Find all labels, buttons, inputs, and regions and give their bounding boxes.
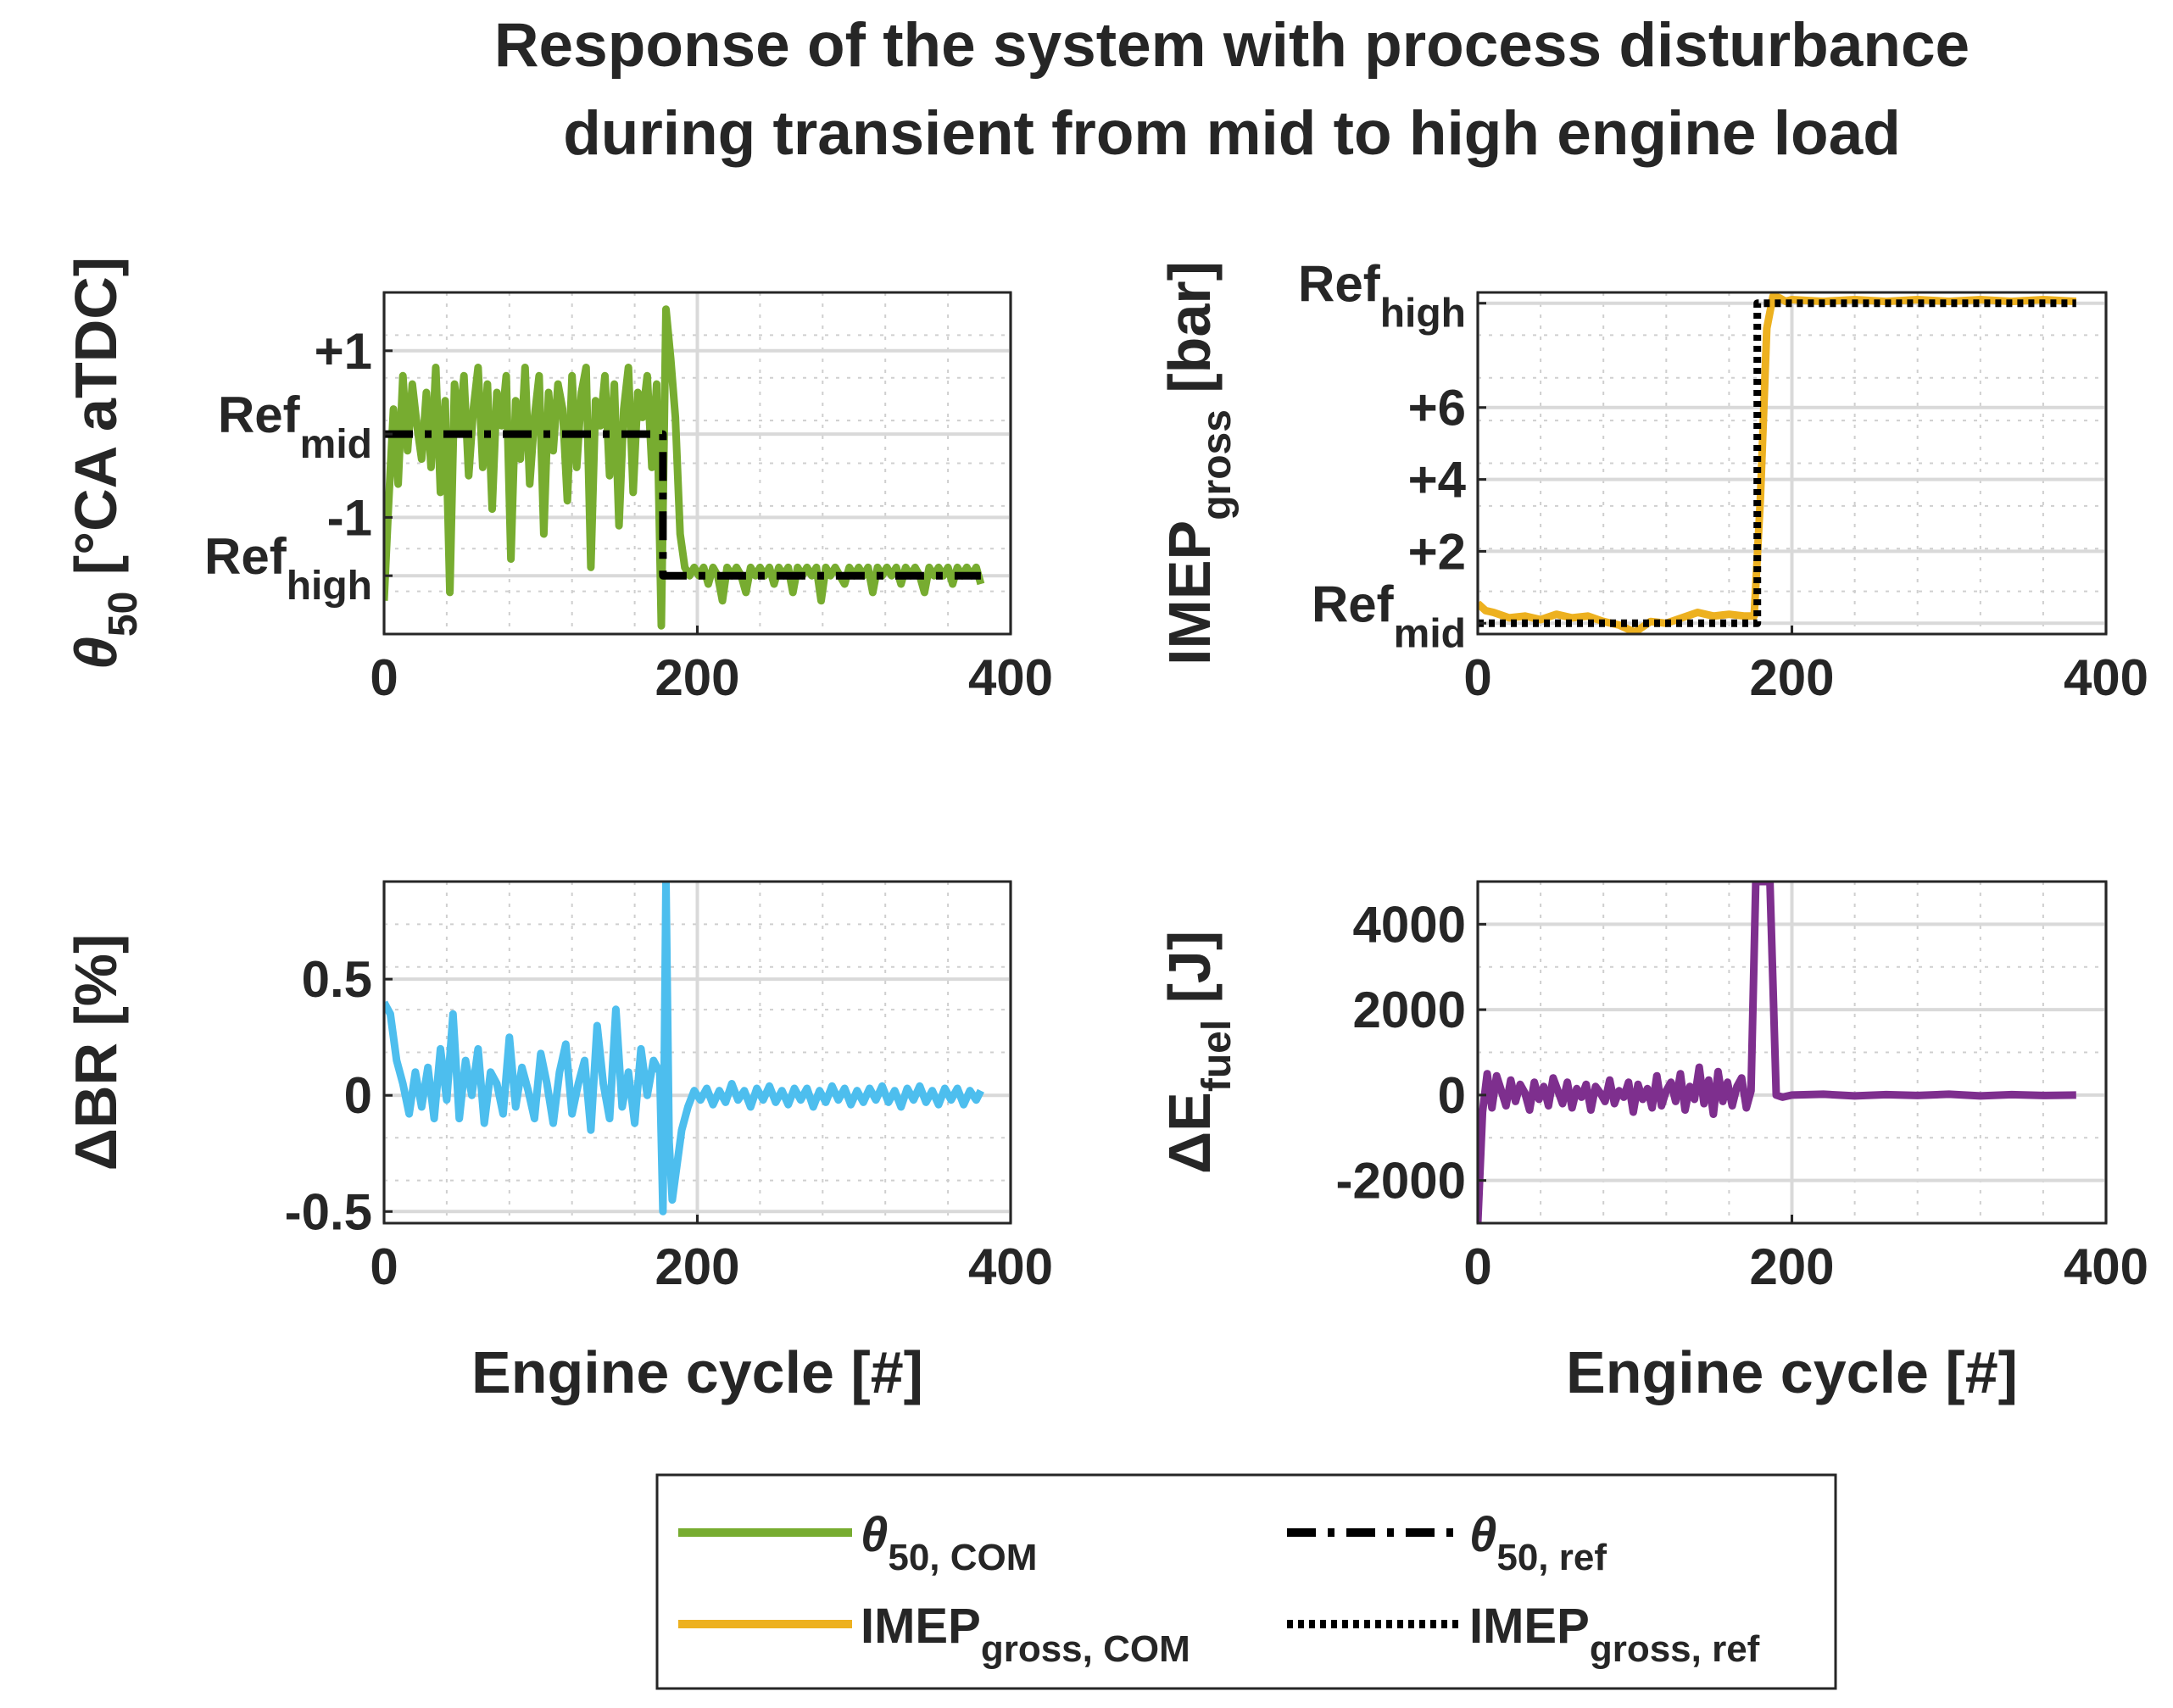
panel-dEfuel: 0 200 400 4000 2000 0 -2000 ΔEfuel [J] Engine cy… (1156, 880, 2148, 1405)
x-tick-label: 400 (968, 1238, 1053, 1295)
y-tick-label: 0.5 (302, 951, 372, 1008)
y-tick-label: -2000 (1336, 1153, 1466, 1210)
series-line-dEfuel-0 (1478, 882, 2076, 1223)
x-tick-label: 200 (655, 1238, 739, 1295)
series-group (384, 305, 985, 630)
grid (1476, 882, 2108, 1223)
x-tick-label: 400 (2064, 649, 2148, 706)
y-tick-label: +2 (1408, 523, 1466, 580)
x-tick-label: 0 (370, 1238, 398, 1295)
legend-label-1: θ50, ref (1469, 1507, 1607, 1578)
grid (1476, 292, 2108, 634)
y-axis-label: θ50 [°CA aTDC] (63, 257, 146, 670)
x-tick-label: 200 (1749, 1238, 1834, 1295)
legend-label-2: IMEPgross, COM (861, 1599, 1190, 1670)
y-tick-label: Refmid (218, 387, 372, 467)
legend-label-0: θ50, COM (861, 1507, 1037, 1578)
x-axis-label: Engine cycle [#] (471, 1339, 923, 1405)
y-tick-label: -1 (327, 489, 372, 546)
series-line-theta50-1 (384, 430, 981, 580)
y-tick-label: 0 (344, 1067, 372, 1124)
y-axis-label: ΔEfuel [J] (1156, 931, 1240, 1174)
y-tick-label: 2000 (1353, 982, 1466, 1038)
title-line-2: during transient from mid to high engine… (563, 99, 1901, 168)
series-group (1478, 882, 2076, 1223)
series-group (384, 882, 984, 1216)
series-line-dbr-0 (384, 882, 984, 1216)
y-tick-label: 4000 (1353, 896, 1466, 953)
y-axis-label-text: θ50 [°CA aTDC] (63, 257, 146, 670)
x-tick-label: 0 (370, 649, 398, 706)
y-axis-label: IMEPgross [bar] (1156, 261, 1240, 665)
x-tick-label: 400 (968, 649, 1053, 706)
y-tick-label: -0.5 (285, 1183, 372, 1240)
series-line-imep-0 (1478, 292, 2077, 634)
y-axis-label-text: ΔEfuel [J] (1156, 931, 1240, 1174)
y-axis-label: ΔBR [%] (63, 934, 129, 1171)
title-line-1: Response of the system with process dist… (494, 11, 1970, 80)
y-tick-label: 0 (1438, 1067, 1466, 1124)
x-tick-label: 0 (1463, 649, 1491, 706)
x-axis-label: Engine cycle [#] (1566, 1339, 2018, 1405)
x-tick-label: 0 (1463, 1238, 1491, 1295)
legend-label-3: IMEPgross, ref (1469, 1599, 1760, 1670)
figure-title: Response of the system with process dist… (494, 11, 1970, 168)
x-tick-label: 400 (2064, 1238, 2148, 1295)
legend-box (655, 1473, 1837, 1690)
y-tick-label: Refhigh (204, 528, 372, 609)
y-tick-label: +4 (1408, 452, 1467, 509)
series-group (1478, 292, 2077, 634)
y-tick-label: +6 (1408, 380, 1466, 437)
legend: θ50, COM θ50, ref IMEPgross, COM IMEPgross,… (655, 1473, 1837, 1690)
y-tick-label: Refhigh (1298, 256, 1466, 337)
grid (382, 292, 1012, 634)
y-tick-label: Refmid (1312, 576, 1466, 656)
y-axis-label-text: ΔBR [%] (63, 934, 129, 1171)
y-tick-label: +1 (315, 323, 372, 380)
y-axis-label-text: IMEPgross [bar] (1156, 261, 1240, 665)
x-tick-label: 200 (655, 649, 739, 706)
x-tick-label: 200 (1749, 649, 1834, 706)
